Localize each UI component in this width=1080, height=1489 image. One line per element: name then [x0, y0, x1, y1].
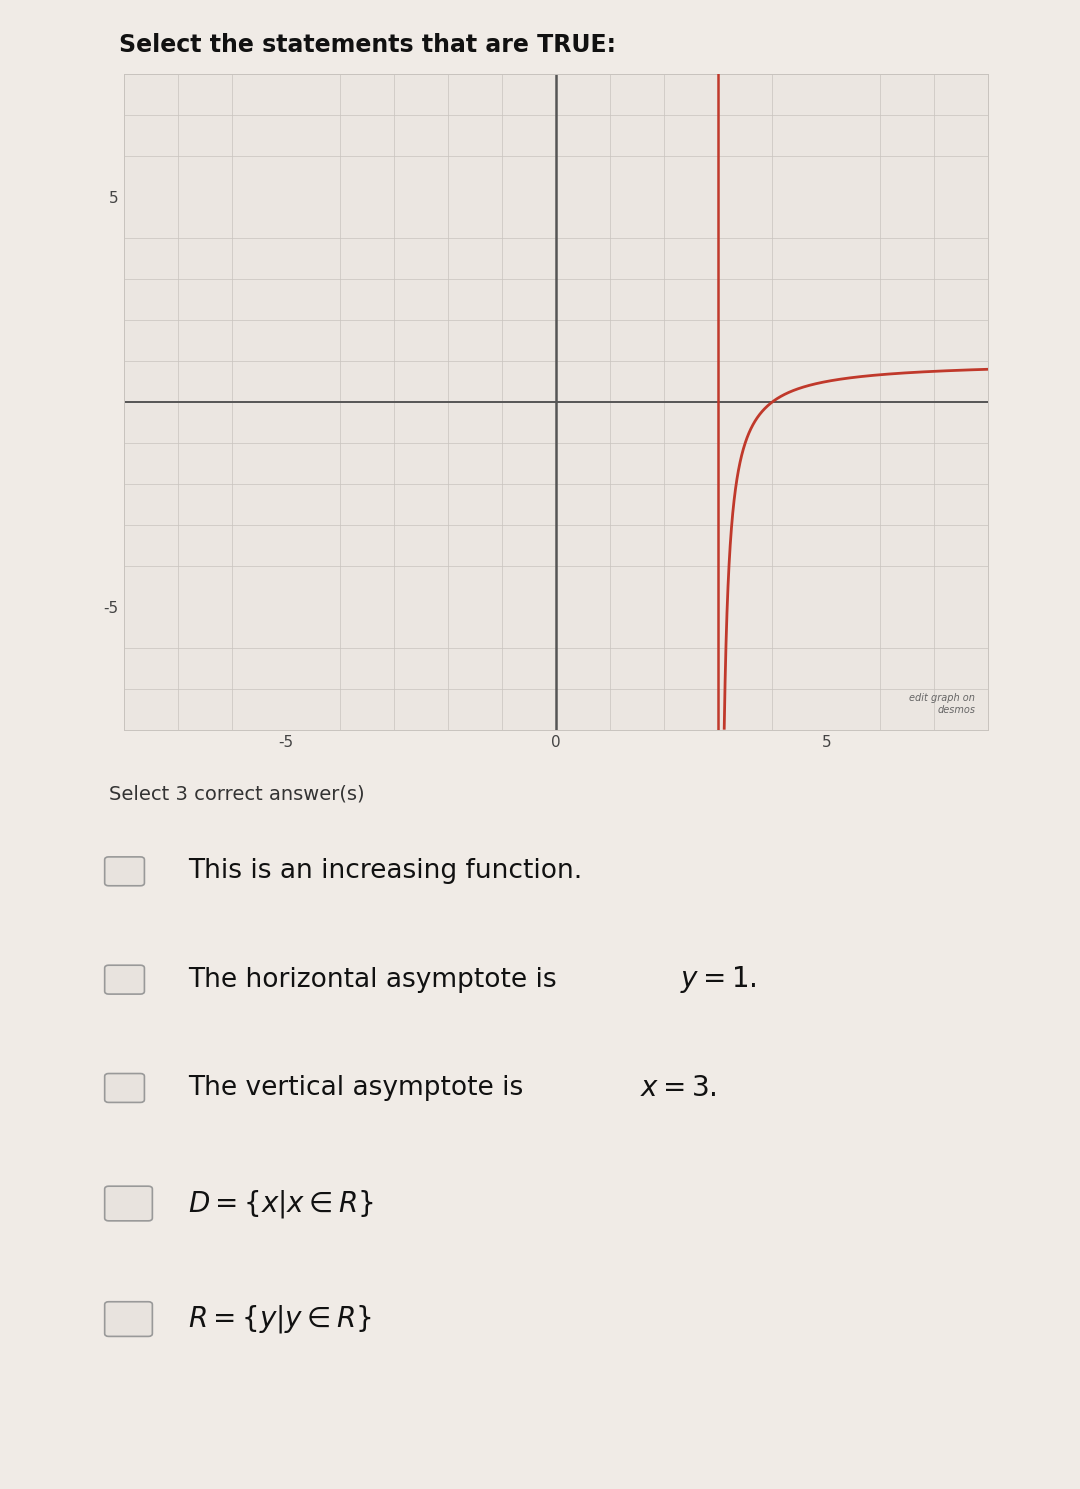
Text: The horizontal asymptote is: The horizontal asymptote is [188, 966, 565, 993]
FancyBboxPatch shape [105, 1074, 145, 1102]
Text: $D = \{x|x \in R\}$: $D = \{x|x \in R\}$ [188, 1188, 374, 1219]
Text: edit graph on
desmos: edit graph on desmos [909, 692, 975, 715]
FancyBboxPatch shape [105, 856, 145, 886]
FancyBboxPatch shape [105, 965, 145, 995]
Text: Select the statements that are TRUE:: Select the statements that are TRUE: [119, 33, 616, 57]
FancyBboxPatch shape [105, 1187, 152, 1221]
Text: $R = \{y|y \in R\}$: $R = \{y|y \in R\}$ [188, 1303, 372, 1336]
Text: $y = 1.$: $y = 1.$ [680, 965, 757, 995]
Text: Select 3 correct answer(s): Select 3 correct answer(s) [109, 785, 364, 804]
FancyBboxPatch shape [105, 1301, 152, 1337]
Text: The vertical asymptote is: The vertical asymptote is [188, 1075, 531, 1100]
Text: $x = 3.$: $x = 3.$ [640, 1074, 717, 1102]
Text: This is an increasing function.: This is an increasing function. [188, 858, 582, 884]
